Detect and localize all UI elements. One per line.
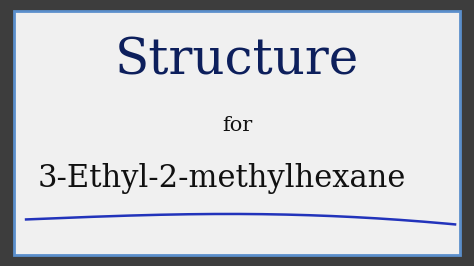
- Text: Structure: Structure: [115, 36, 359, 86]
- FancyBboxPatch shape: [14, 11, 460, 255]
- Text: 3-Ethyl-2-methylhexane: 3-Ethyl-2-methylhexane: [38, 163, 406, 194]
- Text: for: for: [222, 115, 252, 135]
